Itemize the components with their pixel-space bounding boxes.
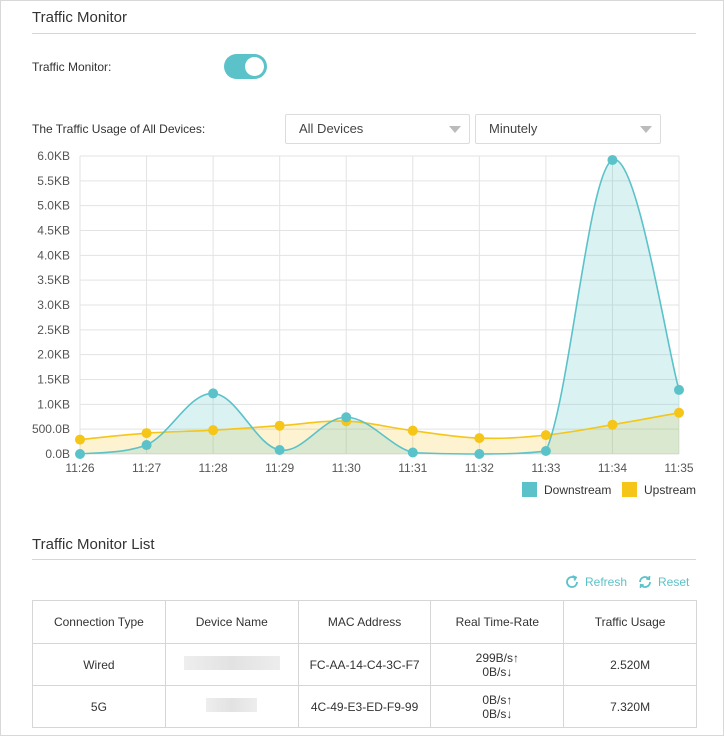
legend-downstream-label: Downstream [544, 482, 612, 497]
y-tick-label: 4.5KB [37, 224, 70, 238]
x-tick-label: 11:27 [132, 461, 161, 474]
redacted-device-name [183, 656, 280, 670]
point-downstream [141, 440, 152, 451]
point-downstream [607, 154, 618, 165]
device-select-value: All Devices [299, 121, 364, 136]
chevron-down-icon [449, 126, 461, 133]
cell-mac-address: 4C-49-E3-ED-F9-99 [297, 685, 432, 728]
rate-up: 299B/s↑ [475, 650, 519, 665]
legend-downstream[interactable]: Downstream [522, 482, 611, 497]
chevron-down-icon [640, 126, 652, 133]
point-upstream [274, 420, 285, 431]
refresh-button[interactable]: Refresh [564, 574, 627, 590]
line-upstream [79, 411, 680, 441]
y-tick-label: 2.5KB [37, 323, 70, 337]
cell-device-name [164, 685, 299, 728]
col-traffic-usage: Traffic Usage [563, 600, 697, 644]
y-tick-label: 500.0B [32, 422, 70, 436]
col-connection-type: Connection Type [32, 600, 166, 644]
x-tick-label: 11:34 [598, 461, 627, 474]
point-downstream [474, 449, 485, 459]
refresh-icon [566, 575, 578, 588]
x-tick-label: 11:31 [398, 461, 427, 474]
point-upstream [607, 419, 618, 430]
point-upstream [407, 425, 418, 436]
traffic-usage-label: The Traffic Usage of All Devices: [32, 122, 206, 136]
x-tick-label: 11:26 [65, 461, 94, 474]
traffic-table: Connection Type Device Name MAC Address … [32, 600, 697, 728]
y-tick-label: 2.0KB [37, 348, 70, 362]
cell-connection-type: 5G [32, 685, 166, 728]
y-tick-label: 1.5KB [37, 373, 70, 387]
rate-down: 0B/s↓ [482, 706, 513, 721]
point-upstream [141, 428, 152, 439]
point-downstream [75, 449, 85, 459]
reset-button[interactable]: Reset [637, 574, 689, 590]
cell-mac-address: FC-AA-14-C4-3C-F7 [297, 643, 432, 686]
table-header-row: Connection Type Device Name MAC Address … [32, 600, 697, 644]
area-downstream [80, 159, 679, 454]
x-tick-label: 11:33 [531, 461, 560, 474]
col-device-name: Device Name [164, 600, 299, 644]
interval-select-value: Minutely [489, 121, 538, 136]
reset-label: Reset [658, 575, 690, 589]
col-mac-address: MAC Address [297, 600, 432, 644]
point-downstream [274, 445, 285, 456]
x-tick-label: 11:28 [199, 461, 228, 474]
cell-device-name [164, 643, 299, 686]
point-downstream [674, 384, 684, 395]
rate-up: 0B/s↑ [482, 692, 513, 707]
x-tick-label: 11:35 [664, 461, 693, 474]
point-downstream [540, 446, 551, 457]
y-tick-label: 4.0KB [37, 248, 70, 262]
cell-real-time-rate: 299B/s↑ 0B/s↓ [430, 643, 565, 686]
traffic-monitor-label: Traffic Monitor: [32, 60, 112, 74]
y-tick-label: 6.0KB [37, 149, 70, 163]
y-tick-label: 1.0KB [37, 397, 70, 411]
refresh-label: Refresh [585, 575, 628, 589]
point-upstream [208, 425, 219, 436]
point-upstream [540, 430, 551, 441]
cell-traffic-usage: 7.320M [563, 685, 697, 728]
device-select[interactable]: All Devices [285, 114, 470, 144]
legend-upstream[interactable]: Upstream [622, 482, 696, 497]
table-row: Wired FC-AA-14-C4-3C-F7 299B/s↑ 0B/s↓ 2.… [32, 643, 697, 686]
title-divider [32, 33, 696, 34]
traffic-chart: 0.0B 500.0B 1.0KB 1.5KB 2.0KB 2.5KB 3.0KB 3.5KB… [32, 149, 694, 474]
y-tick-label: 0.0B [45, 447, 70, 461]
col-real-time-rate: Real Time-Rate [430, 600, 565, 644]
point-upstream [474, 433, 485, 444]
point-downstream [341, 412, 352, 423]
cell-traffic-usage: 2.520M [563, 643, 697, 686]
y-tick-label: 5.5KB [37, 174, 70, 188]
interval-select[interactable]: Minutely [475, 114, 661, 144]
cell-real-time-rate: 0B/s↑ 0B/s↓ [430, 685, 565, 728]
y-tick-label: 3.5KB [37, 273, 70, 287]
list-divider [32, 559, 696, 560]
reset-icon [639, 575, 651, 589]
upstream-swatch [622, 482, 637, 497]
cell-connection-type: Wired [32, 643, 166, 686]
y-tick-label: 3.0KB [37, 298, 70, 312]
point-upstream [75, 434, 85, 445]
point-upstream [674, 407, 684, 418]
downstream-swatch [522, 482, 537, 497]
y-tick-label: 5.0KB [37, 199, 70, 213]
x-tick-label: 11:32 [465, 461, 494, 474]
legend-upstream-label: Upstream [644, 482, 697, 497]
x-tick-label: 11:30 [332, 461, 361, 474]
toggle-knob [245, 57, 264, 76]
x-tick-label: 11:29 [265, 461, 294, 474]
rate-down: 0B/s↓ [482, 664, 513, 679]
traffic-monitor-toggle[interactable] [224, 54, 267, 79]
page-title: Traffic Monitor [32, 9, 128, 26]
point-downstream [208, 388, 219, 399]
table-row: 5G 4C-49-E3-ED-F9-99 0B/s↑ 0B/s↓ 7.320M [32, 685, 697, 728]
redacted-device-name [206, 698, 258, 712]
list-title: Traffic Monitor List [32, 536, 155, 553]
point-downstream [407, 447, 418, 458]
